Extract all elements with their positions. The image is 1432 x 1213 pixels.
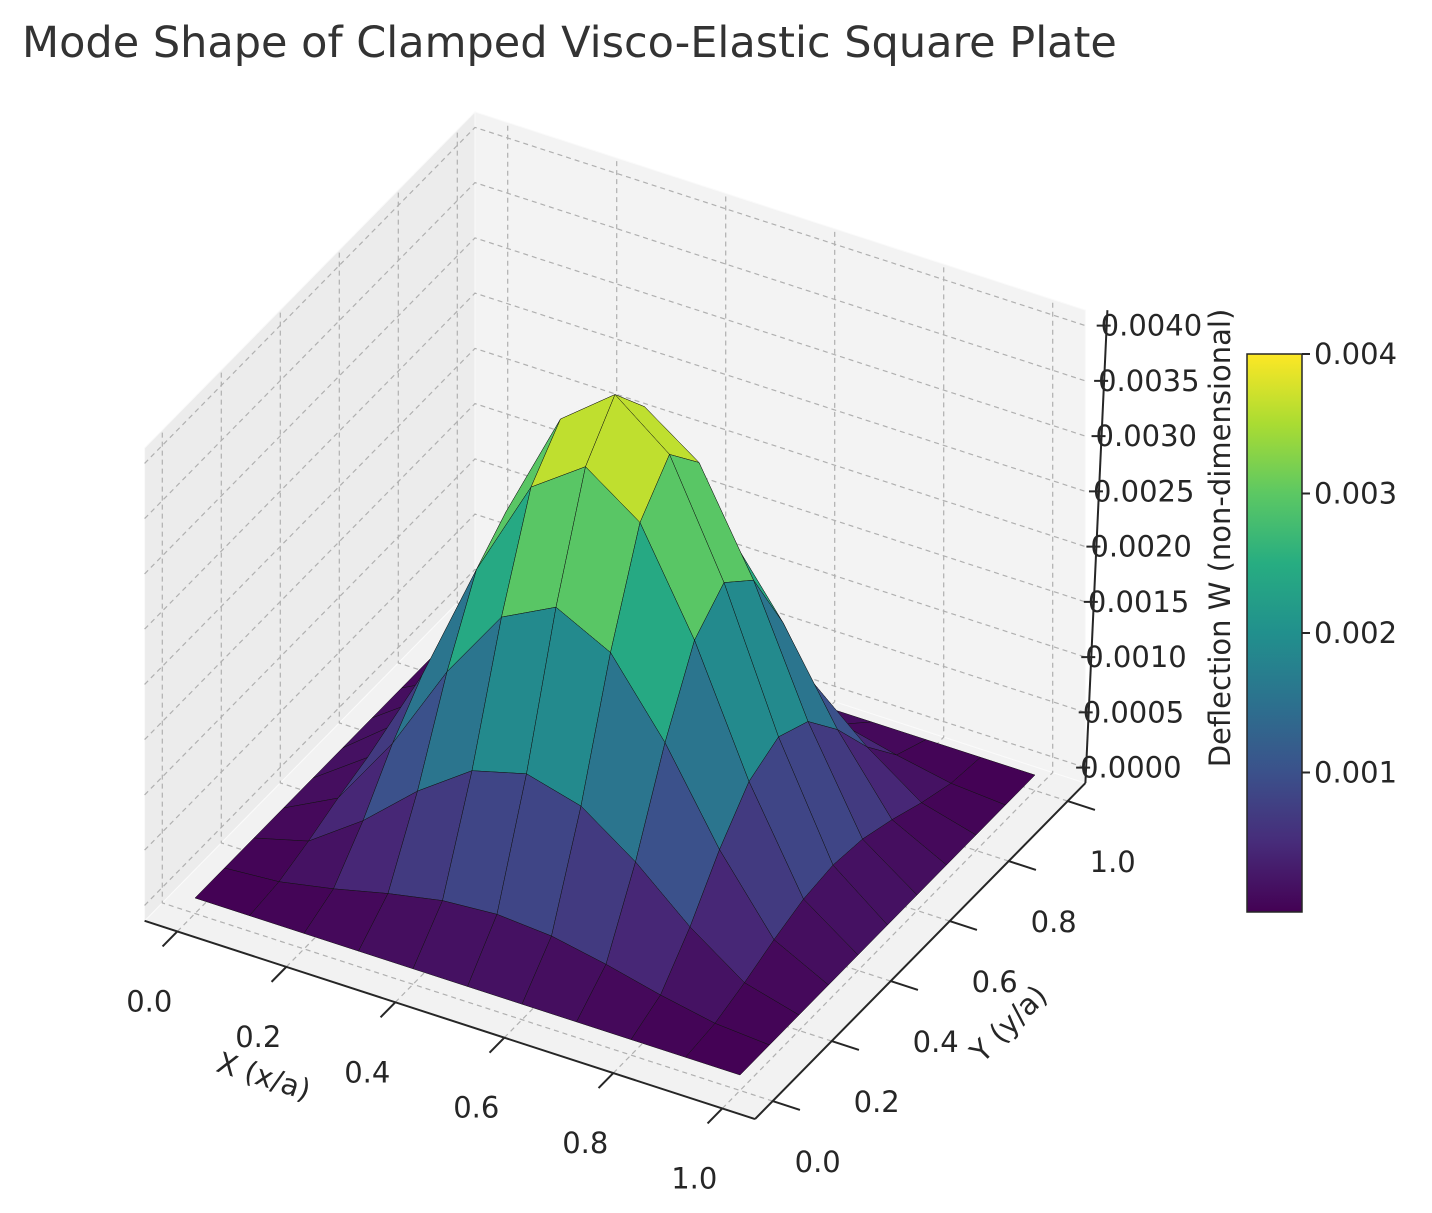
z-tick-label: 0.0025 [1093, 474, 1194, 508]
colorbar-tick-label: 0.002 [1314, 616, 1397, 650]
colorbar-tick-label: 0.001 [1314, 756, 1397, 790]
x-tick-label: 0.6 [453, 1091, 499, 1125]
z-tick-label: 0.0030 [1096, 419, 1197, 453]
z-tick-label: 0.0005 [1083, 695, 1184, 729]
tick-mark [831, 1040, 860, 1051]
tick-mark [488, 1036, 506, 1054]
z-axis-label: Deflection W (non-dimensional) [1203, 309, 1237, 768]
tick-mark [379, 1001, 397, 1018]
grid-line [144, 458, 1086, 796]
x-tick-label: 1.0 [671, 1161, 717, 1195]
grid-line [144, 513, 1086, 851]
grid-line [397, 189, 1009, 862]
grid-line [144, 126, 1086, 464]
chart-title: Mode Shape of Clamped Visco-Elastic Squa… [22, 18, 1117, 68]
x-axis-label: X (x/a) [213, 1045, 315, 1107]
x-axis-line [144, 919, 756, 1121]
grid-line [144, 347, 1086, 685]
x-tick-label: 0.8 [562, 1126, 608, 1160]
z-tick-label: 0.0035 [1098, 364, 1199, 398]
z-tick-label: 0.0040 [1101, 309, 1202, 343]
tick-mark [890, 980, 919, 991]
grid-line [220, 369, 832, 1042]
tick-mark [1008, 860, 1037, 871]
grid-line [721, 299, 1054, 1109]
x-tick-label: 0.4 [344, 1055, 390, 1089]
grid-line [338, 249, 950, 922]
grid-line [456, 129, 1068, 802]
y-tick-label: 0.8 [1031, 905, 1077, 939]
tick-mark [161, 930, 179, 948]
y-tick-label: 0.4 [913, 1025, 959, 1059]
tick-mark [270, 966, 288, 983]
z-tick-label: 0.0020 [1090, 530, 1191, 564]
grid-line [279, 309, 891, 982]
z-tick-label: 0.0000 [1080, 751, 1181, 785]
grid-line [144, 181, 1086, 520]
grid-line [161, 429, 773, 1102]
z-tick-label: 0.0015 [1088, 585, 1189, 619]
tick-mark [1067, 800, 1096, 811]
y-axis-line [754, 782, 1087, 1120]
tick-mark [597, 1072, 615, 1089]
surface-patch [685, 1023, 770, 1076]
y-tick-label: 0.0 [795, 1145, 841, 1179]
z-tick-label: 0.0010 [1085, 640, 1186, 674]
grid-line [144, 568, 1086, 906]
y-tick-label: 0.6 [972, 965, 1018, 999]
y-tick-label: 1.0 [1090, 845, 1136, 879]
tick-mark [706, 1107, 724, 1125]
x-tick-label: 0.2 [235, 1020, 281, 1054]
colorbar [1246, 353, 1303, 913]
colorbar-tick-label: 0.004 [1314, 337, 1397, 371]
colorbar-tick-label: 0.003 [1314, 477, 1397, 511]
y-tick-label: 0.2 [854, 1085, 900, 1119]
grid-line [144, 237, 1086, 575]
grid-line [144, 402, 1086, 741]
grid-line [144, 292, 1086, 630]
tick-mark [949, 920, 978, 931]
tick-mark [772, 1100, 801, 1111]
x-tick-label: 0.0 [126, 984, 172, 1018]
